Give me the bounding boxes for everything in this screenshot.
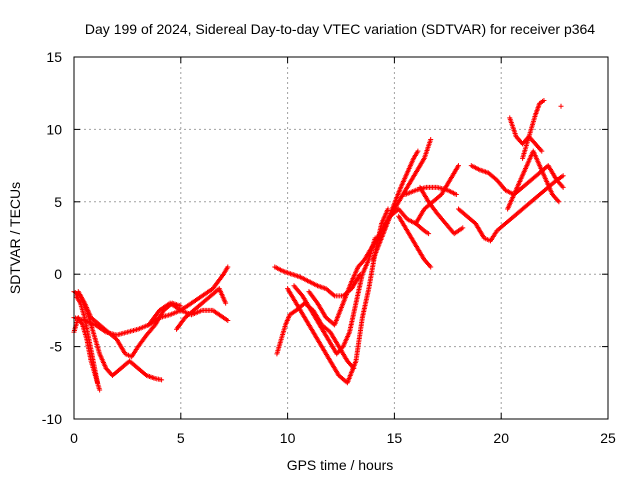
- data-point: [558, 103, 564, 109]
- data-point: [539, 148, 545, 154]
- data-track: [381, 148, 421, 234]
- data-point: [426, 231, 432, 237]
- x-tick-label: 25: [600, 430, 616, 446]
- data-point: [560, 173, 566, 179]
- data-point: [225, 318, 231, 324]
- plot-frame: [73, 56, 609, 420]
- data-point: [385, 206, 391, 212]
- data-track: [75, 289, 184, 360]
- y-tick-label: 5: [54, 194, 62, 210]
- data-point: [94, 380, 100, 386]
- data-point: [178, 303, 184, 309]
- data-track: [291, 235, 378, 357]
- x-tick-label: 5: [177, 430, 185, 446]
- y-tick-label: -5: [50, 339, 63, 355]
- data-points: [71, 97, 566, 393]
- data-point: [453, 192, 459, 198]
- x-tick-label: 0: [70, 430, 78, 446]
- data-track: [413, 163, 461, 227]
- data-point: [428, 264, 434, 270]
- y-axis-label: SDTVAR / TECUs: [7, 182, 23, 294]
- data-point: [556, 199, 562, 205]
- data-point: [97, 387, 103, 393]
- x-tick-label: 10: [280, 430, 296, 446]
- data-point: [460, 225, 466, 231]
- data-point: [560, 184, 566, 190]
- y-tick-label: 0: [54, 266, 62, 282]
- y-tick-label: -10: [42, 411, 62, 427]
- data-track: [174, 286, 229, 332]
- data-track: [285, 206, 391, 386]
- y-tick-label: 15: [46, 49, 62, 65]
- data-track: [370, 137, 434, 263]
- data-point: [223, 300, 229, 306]
- data-track: [402, 184, 459, 198]
- data-track: [73, 293, 100, 386]
- data-point: [428, 137, 434, 143]
- x-axis-label: GPS time / hours: [287, 457, 394, 473]
- x-tick-label: 20: [493, 430, 509, 446]
- y-tick-label: 10: [46, 121, 62, 137]
- data-point: [159, 377, 165, 383]
- data-point: [541, 97, 547, 103]
- data-track: [468, 163, 566, 198]
- data-track: [396, 213, 434, 270]
- chart-title: Day 199 of 2024, Sidereal Day-to-day VTE…: [85, 21, 595, 37]
- data-point: [415, 148, 421, 154]
- data-track: [306, 206, 432, 328]
- grid: [74, 57, 608, 419]
- axis-ticks: 0 5 10 15 20 25 -10 -5 0 5 10 15: [42, 49, 616, 446]
- data-track: [505, 148, 562, 212]
- data-point: [455, 163, 461, 169]
- data-track: [558, 103, 564, 109]
- x-tick-label: 15: [387, 430, 403, 446]
- data-track: [455, 173, 566, 244]
- data-track: [417, 184, 466, 237]
- data-track: [507, 115, 545, 154]
- data-point: [225, 264, 231, 270]
